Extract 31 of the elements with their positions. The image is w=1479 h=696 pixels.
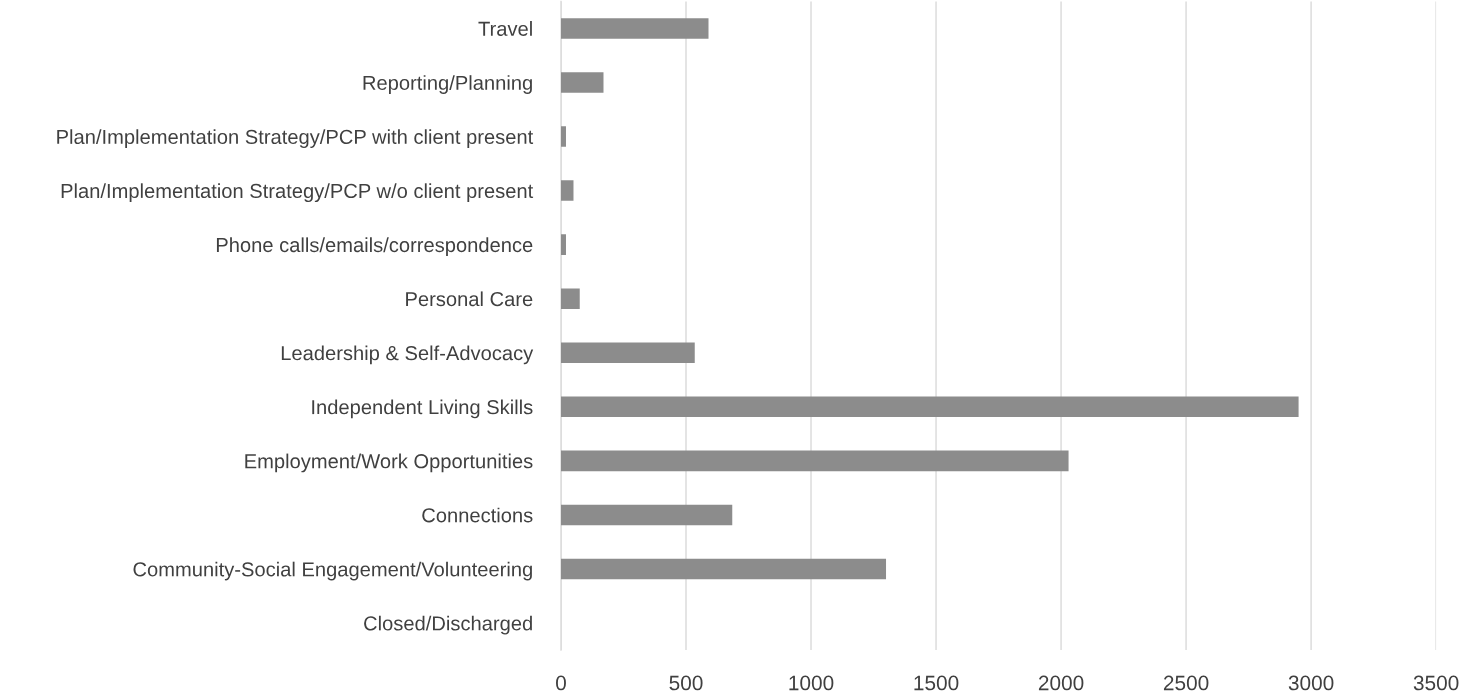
bar bbox=[560, 180, 574, 201]
y-tick-label: Reporting/Planning bbox=[363, 75, 532, 94]
y-tick-label: Community-Social Engagement/Volunteering bbox=[133, 561, 532, 581]
bar bbox=[560, 72, 604, 93]
y-tick-label: Plan/Implementation Strategy/PCP with client present bbox=[57, 129, 534, 149]
y-tick-label: Independent Living Skills bbox=[312, 399, 533, 419]
x-tick-label: 2500 bbox=[1163, 675, 1209, 691]
y-tick-label: Closed/Discharged bbox=[364, 615, 532, 635]
bar bbox=[560, 396, 1299, 418]
bar bbox=[560, 450, 1069, 472]
bar bbox=[560, 342, 695, 364]
x-tick-label: 500 bbox=[669, 675, 703, 691]
y-tick-label: Plan/Implementation Strategy/PCP w/o client present bbox=[61, 183, 534, 203]
x-tick-label: 1500 bbox=[914, 675, 959, 691]
x-tick-label: 0 bbox=[556, 675, 566, 691]
y-tick-label: Connections bbox=[422, 507, 533, 523]
bar bbox=[560, 558, 887, 580]
bar bbox=[560, 504, 733, 526]
y-tick-label: Employment/Work Opportunities bbox=[245, 453, 533, 473]
x-tick-label: 1000 bbox=[789, 675, 834, 691]
y-tick-label: Phone calls/emails/correspondence bbox=[216, 237, 533, 257]
y-tick-label: Personal Care bbox=[406, 291, 533, 307]
y-tick-label: Travel bbox=[478, 21, 532, 36]
y-tick-label: Leadership & Self-Advocacy bbox=[281, 345, 534, 365]
x-tick-label: 3500 bbox=[1413, 675, 1459, 691]
bar bbox=[560, 288, 580, 309]
bar bbox=[560, 234, 566, 255]
x-tick-label: 2000 bbox=[1038, 675, 1084, 691]
x-tick-label: 3000 bbox=[1288, 675, 1334, 691]
bar bbox=[560, 126, 566, 147]
bar bbox=[560, 18, 709, 39]
